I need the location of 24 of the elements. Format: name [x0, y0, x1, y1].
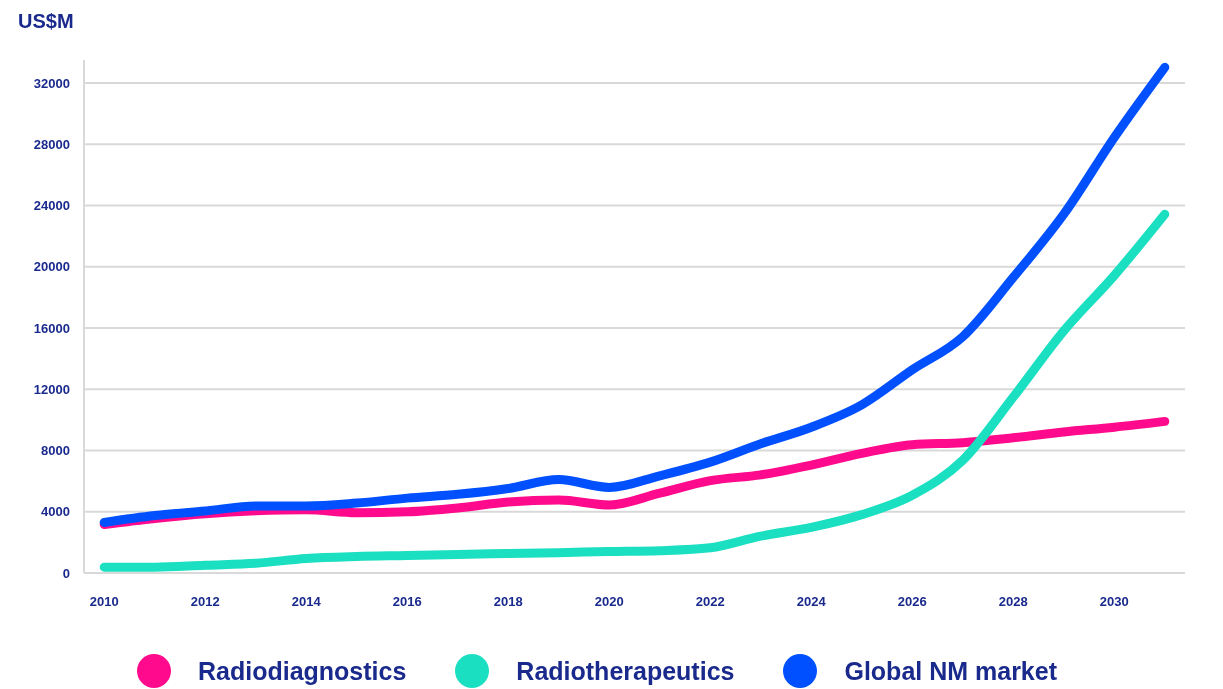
y-tick-label: 4000 [41, 504, 70, 520]
legend-label: Radiodiagnostics [197, 656, 407, 686]
x-tick-label: 2026 [897, 594, 927, 610]
x-tick-label: 2010 [89, 594, 119, 610]
y-tick-label: 24000 [33, 198, 70, 214]
y-axis-title: US$M [18, 10, 74, 33]
x-tick-label: 2022 [695, 594, 725, 610]
y-tick-label: 0 [62, 565, 70, 581]
legend-label: Radiotherapeutics [516, 656, 735, 686]
legend-label: Global NM market [844, 656, 1058, 686]
x-tick-label: 2020 [594, 594, 624, 610]
y-tick-label: 32000 [33, 75, 70, 91]
y-tick-label: 28000 [33, 136, 70, 152]
x-tick-label: 2014 [291, 594, 322, 610]
x-tick-label: 2012 [190, 594, 220, 610]
x-tick-label: 2030 [1099, 594, 1129, 610]
y-tick-label: 12000 [33, 381, 70, 397]
x-tick-label: 2016 [392, 594, 422, 610]
y-tick-label: 8000 [41, 443, 70, 459]
x-tick-label: 2028 [998, 594, 1028, 610]
x-tick-label: 2018 [493, 594, 523, 610]
x-tick-label: 2024 [796, 594, 827, 610]
y-tick-label: 20000 [33, 259, 70, 275]
y-tick-label: 16000 [33, 320, 70, 336]
